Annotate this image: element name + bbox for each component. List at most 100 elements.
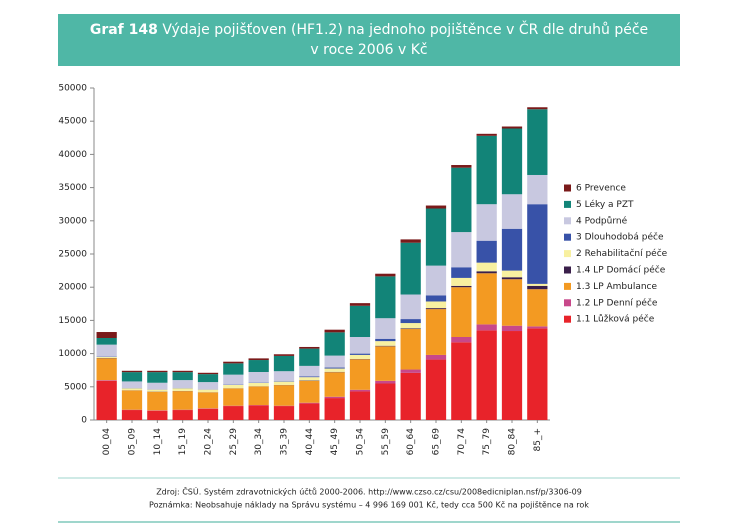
bar-segment xyxy=(349,337,371,354)
source: Zdroj: ČSÚ. Systém zdravotnických účtů 2… xyxy=(156,486,582,497)
bar-segment xyxy=(273,371,295,382)
bar-segment xyxy=(121,410,143,420)
bar-segment xyxy=(476,262,497,272)
x-tick-label: 60_64 xyxy=(406,428,416,456)
bar-segment xyxy=(324,398,345,420)
bar-segment xyxy=(349,359,371,390)
bar-segment xyxy=(501,325,523,332)
x-tick-label: 75_79 xyxy=(482,428,492,456)
bar-segment xyxy=(324,329,345,333)
bar-segment xyxy=(147,382,168,390)
bar-segment xyxy=(400,329,421,370)
bar-segment xyxy=(375,346,396,381)
y-tick-label: 30000 xyxy=(58,216,87,226)
bar-segment xyxy=(248,386,269,406)
legend-swatch xyxy=(564,200,571,208)
title-line: v roce 2006 v Kč xyxy=(310,42,427,58)
bar-segment xyxy=(476,330,497,420)
bar-segment xyxy=(451,277,472,286)
bar-segment xyxy=(248,360,269,372)
bar-segment xyxy=(527,326,548,329)
y-tick-label: 45000 xyxy=(58,117,87,127)
bar-segment xyxy=(324,396,345,399)
bar-segment xyxy=(147,372,168,383)
y-tick-label: 5000 xyxy=(64,382,87,392)
bar-segment xyxy=(425,295,447,302)
bar-segment xyxy=(349,353,371,355)
bar-segment xyxy=(324,372,345,397)
bar-segment xyxy=(273,354,295,356)
title-line: Výdaje pojišťoven (HF1.2) na jednoho poj… xyxy=(162,20,648,38)
bar-segment xyxy=(349,303,371,306)
bar-segment xyxy=(375,380,396,384)
bar-segment xyxy=(172,370,193,373)
y-tick-label: 15000 xyxy=(58,316,87,326)
bar-segment xyxy=(299,376,320,378)
bar-segment xyxy=(197,389,219,393)
bar-segment xyxy=(273,406,295,420)
bar-segment xyxy=(299,348,320,366)
legend-swatch xyxy=(564,282,571,290)
bar-segment xyxy=(121,388,143,391)
legend-label: 6 Prevence xyxy=(576,184,626,194)
y-tick-label: 25000 xyxy=(58,250,87,260)
bar-segment xyxy=(425,205,447,209)
bar-segment xyxy=(223,361,244,364)
header-band xyxy=(58,14,680,66)
legend-label: 1.3 LP Ambulance xyxy=(576,282,657,292)
bar-segment xyxy=(425,208,447,266)
bar-segment xyxy=(197,392,219,409)
legend-swatch xyxy=(564,266,571,274)
bar-segment xyxy=(96,358,117,381)
bar-segment xyxy=(172,372,193,381)
bar-segment xyxy=(121,372,143,382)
bar-segment xyxy=(223,384,244,389)
bar-segment xyxy=(172,410,193,420)
bar-segment xyxy=(147,389,168,392)
bar-segment xyxy=(527,289,548,327)
bar-segment xyxy=(476,273,497,325)
bar-segment xyxy=(197,374,219,383)
bar-segment xyxy=(96,380,117,420)
y-tick-label: 10000 xyxy=(58,349,87,359)
bar-segment xyxy=(349,305,371,337)
x-tick-label: 30_34 xyxy=(254,428,264,456)
legend-swatch xyxy=(564,250,571,258)
legend-label: 4 Podpůrné xyxy=(576,215,628,226)
bar-segment xyxy=(375,273,396,277)
legend-label: 1.1 Lůžková péče xyxy=(576,314,655,325)
bar-segment xyxy=(248,371,269,383)
bar-segment xyxy=(476,271,497,274)
x-tick-label: 25_29 xyxy=(229,428,239,456)
x-tick-label: 55_59 xyxy=(381,428,391,456)
bar-segment xyxy=(375,345,396,347)
bar-segment xyxy=(476,133,497,136)
bar-segment xyxy=(527,174,548,205)
bar-segment xyxy=(147,410,168,420)
x-tick-label: 20_24 xyxy=(204,428,214,456)
bar-segment xyxy=(172,388,193,391)
bar-segment xyxy=(349,354,371,359)
y-tick-label: 20000 xyxy=(58,283,87,293)
bar-segment xyxy=(349,389,371,392)
bar-segment xyxy=(375,383,396,420)
bar-segment xyxy=(400,319,421,324)
bar-segment xyxy=(501,277,523,280)
bar-segment xyxy=(273,381,295,385)
bar-segment xyxy=(299,377,320,381)
figure-label: Graf 148 xyxy=(90,22,158,38)
bar-segment xyxy=(223,388,244,406)
bar-segment xyxy=(96,332,117,338)
bar-segment xyxy=(451,232,472,268)
bar-segment xyxy=(147,370,168,373)
bar-segment xyxy=(451,165,472,168)
legend-label: 1.4 LP Domácí péče xyxy=(576,265,666,276)
bar-segment xyxy=(299,380,320,403)
x-tick-label: 65_69 xyxy=(432,428,442,456)
legend-swatch xyxy=(564,233,571,241)
bar-segment xyxy=(425,354,447,360)
bar-segment xyxy=(197,382,219,390)
bar-segment xyxy=(96,380,117,381)
bar-segment xyxy=(273,355,295,372)
